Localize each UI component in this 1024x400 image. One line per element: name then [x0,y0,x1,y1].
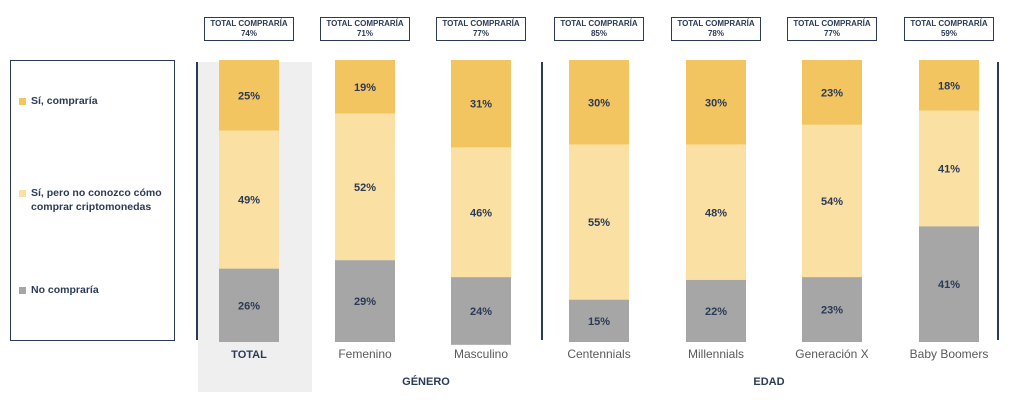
total-compraria-box: TOTAL COMPRARÍA 59% [904,17,994,41]
data-label: 41% [938,279,960,291]
bar-segment [569,299,629,342]
total-compraria-label: TOTAL COMPRARÍA [442,19,520,28]
total-compraria-label: TOTAL COMPRARÍA [560,19,638,28]
bar-segment [219,60,279,131]
bar-segment [335,60,395,114]
total-compraria-box: TOTAL COMPRARÍA 77% [436,17,526,41]
total-compraria-label: TOTAL COMPRARÍA [793,19,871,28]
x-tick-label: Millennials [688,347,744,361]
legend-item-yes-but: Sí, pero no conozco cómo comprar criptom… [19,186,162,214]
bar-segment [335,260,395,342]
legend-swatch-yes [19,98,26,105]
legend-label-no: No compraría [31,284,99,296]
data-label: 23% [821,305,843,317]
data-label: 29% [354,296,376,308]
legend-label-yes-but: Sí, pero no conozco cómo comprar criptom… [31,187,162,213]
bar-segment [686,279,746,342]
data-label: 18% [938,80,960,92]
total-compraria-label: TOTAL COMPRARÍA [677,19,755,28]
total-compraria-label: TOTAL COMPRARÍA [210,19,288,28]
total-compraria-value: 71% [356,29,373,38]
legend-item-no: No compraría [19,283,99,297]
bar-segment [451,147,511,278]
legend-label-yes: Sí, compraría [31,95,98,107]
total-compraria-box: TOTAL COMPRARÍA 85% [554,17,644,41]
group-label-edad: EDAD [753,376,784,388]
total-compraria-label: TOTAL COMPRARÍA [910,19,988,28]
data-label: 19% [354,82,376,94]
total-compraria-box: TOTAL COMPRARÍA 77% [787,17,877,41]
bar-segment [802,60,862,125]
x-axis-labels: TOTAL Femenino Masculino Centennials Millenn… [231,347,988,361]
bar-segment [451,277,511,345]
bar-segment [569,144,629,300]
bar-segment [569,60,629,145]
x-tick-label: TOTAL [231,349,267,361]
x-tick-label: Masculino [454,347,508,361]
x-tick-label: Generación X [795,347,868,361]
bar-segment [802,124,862,278]
x-tick-label: Centennials [567,347,630,361]
total-compraria-value: 74% [240,29,257,38]
bar-segment [919,60,979,111]
total-compraria-value: 78% [707,29,724,38]
total-compraria-box: TOTAL COMPRARÍA 78% [671,17,761,41]
data-label: 41% [938,164,960,176]
total-compraria-label: TOTAL COMPRARÍA [326,19,404,28]
data-label: 26% [238,300,260,312]
bar-segment [335,113,395,261]
legend-item-yes: Sí, compraría [19,94,98,108]
bar-segment [919,226,979,342]
data-label: 54% [821,196,843,208]
data-label: 52% [354,182,376,194]
data-label: 23% [821,87,843,99]
data-label: 30% [588,97,610,109]
total-compraria-box: TOTAL COMPRARÍA 71% [320,17,410,41]
bar-segment [451,60,511,148]
data-label: 55% [588,217,610,229]
bar-segment [219,130,279,269]
x-tick-label: Baby Boomers [910,347,989,361]
data-label: 22% [705,306,727,318]
data-label: 46% [470,207,492,219]
total-compraria-box: TOTAL COMPRARÍA 74% [204,17,294,41]
data-label: 25% [238,90,260,102]
legend-swatch-yes-but [19,190,26,197]
bar-segment [686,144,746,280]
bars-layer: 25% 49% 26% 19% 52% 29% 31% 46% 24% 30% 55% 15% 30% 4… [219,60,979,345]
legend: Sí, compraría Sí, pero no conozco cómo c… [10,60,175,341]
bar-segment [802,277,862,342]
data-label: 31% [470,99,492,111]
total-compraria-value: 85% [590,29,607,38]
bar-segment [919,110,979,227]
data-label: 48% [705,207,727,219]
data-label: 15% [588,316,610,328]
legend-swatch-no [19,287,26,294]
data-label: 24% [470,306,492,318]
total-compraria-value: 77% [472,29,489,38]
group-label-genero: GÉNERO [402,375,450,388]
bar-segment [219,268,279,342]
total-compraria-value: 59% [940,29,957,38]
bar-segment [686,60,746,145]
total-compraria-value: 77% [823,29,840,38]
x-tick-label: Femenino [338,347,392,361]
data-label: 49% [238,195,260,207]
data-label: 30% [705,97,727,109]
